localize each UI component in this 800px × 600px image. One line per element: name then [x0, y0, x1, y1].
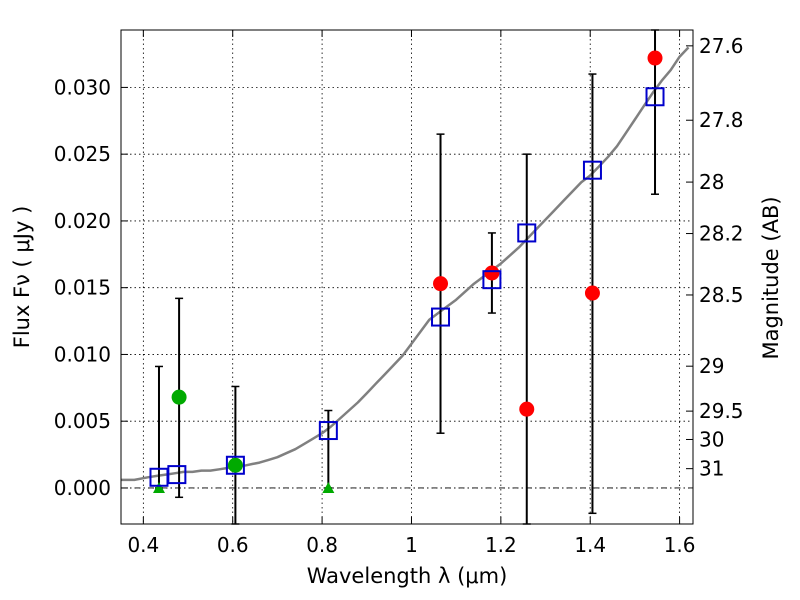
tick-label-layer: 0.4 0.6 0.8 1 1.2 1.4 1.6 0.000 0.005 0.010 0.015 0… — [54, 34, 744, 557]
data-point — [647, 50, 663, 66]
x-tick-label: 1.6 — [664, 533, 696, 557]
right-tick-label: 28.2 — [699, 222, 744, 246]
x-tick-label: 0.8 — [306, 533, 338, 557]
point-layer — [149, 50, 665, 493]
y-tick-label: 0.005 — [54, 409, 111, 433]
upper-limit-marker — [322, 481, 335, 493]
y-tick-label: 0.025 — [54, 142, 111, 166]
x-tick-label: 0.6 — [217, 533, 249, 557]
y-tick-label: 0.020 — [54, 209, 111, 233]
model-photometry-square — [645, 87, 665, 107]
upper-limit-marker — [152, 481, 165, 493]
x-tick-label: 1.4 — [574, 533, 606, 557]
right-tick-label: 31 — [699, 457, 724, 481]
model-photometry-square — [517, 223, 537, 243]
right-tick-label: 27.6 — [699, 34, 744, 58]
right-tick-label: 28 — [699, 170, 724, 194]
right-tick-label: 29 — [699, 354, 724, 378]
right-tick-label: 28.5 — [699, 283, 744, 307]
right-axis-label: Magnitude (AB) — [759, 196, 783, 359]
right-tick-label: 27.8 — [699, 108, 744, 132]
x-axis-label: Wavelength λ (μm) — [307, 564, 508, 588]
right-tick-label: 30 — [699, 427, 724, 451]
model-photometry-square — [225, 455, 245, 475]
tick-layer — [121, 30, 693, 524]
y-tick-label: 0.030 — [54, 75, 111, 99]
data-point — [484, 265, 500, 281]
y-tick-label: 0.010 — [54, 342, 111, 366]
x-tick-label: 1.2 — [485, 533, 517, 557]
model-layer — [121, 46, 690, 482]
model-photometry-square — [431, 307, 451, 327]
data-point — [433, 276, 449, 292]
model-photometry-square — [582, 160, 602, 180]
data-point — [227, 457, 243, 473]
y-tick-label: 0.015 — [54, 276, 111, 300]
y-tick-label: 0.000 — [54, 476, 111, 500]
data-point — [584, 285, 600, 301]
model-photometry-square — [318, 421, 338, 441]
plot-frame — [120, 29, 694, 525]
y-axis-label: Flux Fν ( μJy ) — [10, 206, 34, 349]
model-photometry-square — [167, 465, 187, 485]
x-tick-label: 0.4 — [127, 533, 159, 557]
sed-model-line — [121, 46, 690, 482]
right-tick-label: 29.5 — [699, 399, 744, 423]
x-tick-label: 1 — [405, 533, 418, 557]
data-point — [519, 401, 535, 417]
model-photometry-square — [482, 270, 502, 290]
data-point — [171, 389, 187, 405]
